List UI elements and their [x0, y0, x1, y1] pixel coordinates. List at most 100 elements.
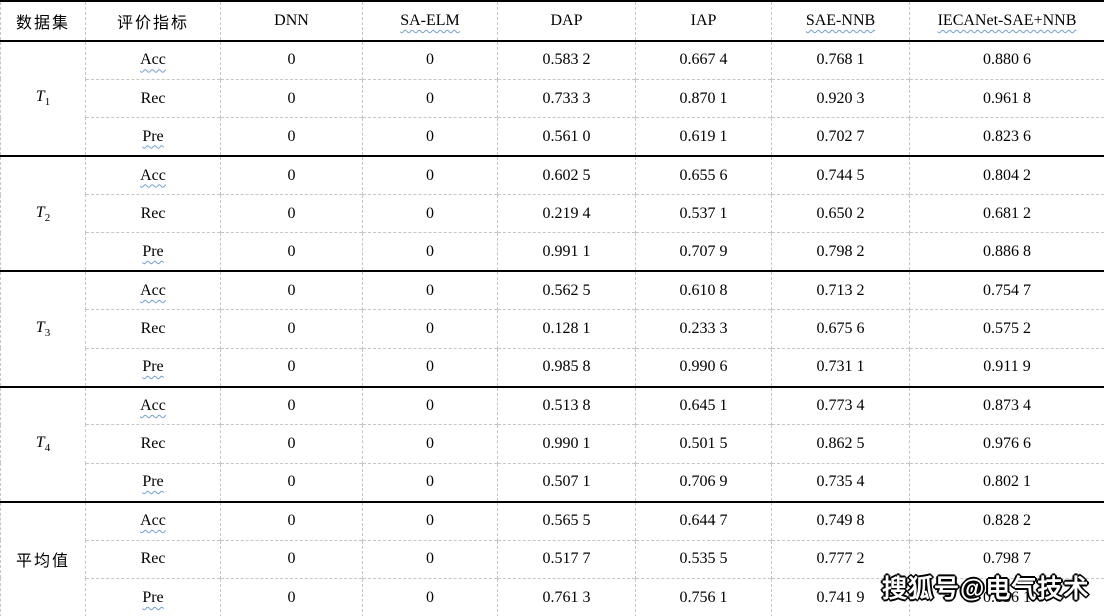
table-row: Pre 0 0 0.985 8 0.990 6 0.731 1 0.911 9: [1, 347, 1104, 387]
value-cell: 0: [220, 500, 363, 541]
value-cell: 0.702 7: [771, 117, 910, 157]
metric-label: Acc: [140, 51, 166, 69]
table-row: T1 Acc 0 0 0.583 2 0.667 4 0.768 1 0.880…: [0, 39, 1104, 157]
value-cell: 0.798 7: [909, 539, 1104, 579]
dataset-label: T: [35, 88, 45, 106]
value-cell: 0.976 6: [909, 424, 1104, 464]
metric-label: Acc: [140, 396, 166, 414]
metric-label: Acc: [140, 166, 166, 184]
metric-label: Acc: [140, 512, 166, 530]
value-cell: 0.991 1: [497, 232, 636, 272]
header-metric: 评价指标: [85, 0, 221, 42]
dataset-label: T: [35, 203, 45, 221]
value-cell: 0: [362, 39, 498, 80]
value-cell: 0.873 4: [909, 385, 1104, 425]
value-cell: 0: [362, 500, 498, 541]
value-cell: 0: [362, 577, 498, 616]
value-cell: 0.562 5: [497, 270, 636, 310]
value-cell: 0.886 8: [909, 232, 1104, 272]
value-cell: 0.535 5: [635, 539, 772, 579]
metric-label: Pre: [142, 358, 164, 376]
metric-label: Rec: [140, 435, 166, 453]
value-cell: 0: [362, 155, 498, 195]
metric-cell: Pre: [85, 577, 221, 616]
table-row: Pre 0 0 0.761 3 0.756 1 0.741 9 0.856 1: [1, 577, 1104, 616]
metric-cell: Rec: [85, 539, 221, 579]
value-cell: 0: [220, 232, 363, 272]
value-cell: 0.706 9: [635, 462, 772, 502]
value-cell: 0: [220, 539, 363, 579]
value-cell: 0: [220, 347, 363, 387]
value-cell: 0.733 3: [497, 78, 636, 118]
value-cell: 0: [220, 155, 363, 195]
table-row: Rec 0 0 0.733 3 0.870 1 0.920 3 0.961 8: [1, 78, 1104, 118]
dataset-label: T: [35, 318, 45, 336]
table-row: Rec 0 0 0.219 4 0.537 1 0.650 2 0.681 2: [1, 194, 1104, 233]
metric-cell: Pre: [85, 232, 221, 272]
value-cell: 0.802 1: [909, 462, 1104, 502]
table-row: Pre 0 0 0.991 1 0.707 9 0.798 2 0.886 8: [1, 232, 1104, 272]
value-cell: 0.749 8: [771, 500, 910, 541]
metric-cell: Acc: [85, 500, 221, 541]
value-cell: 0.985 8: [497, 347, 636, 387]
value-cell: 0.537 1: [635, 194, 772, 233]
value-cell: 0.575 2: [909, 309, 1104, 349]
value-cell: 0: [362, 424, 498, 464]
value-cell: 0.828 2: [909, 500, 1104, 541]
table-row: Rec 0 0 0.128 1 0.233 3 0.675 6 0.575 2: [1, 309, 1104, 349]
dataset-cell-average: 平均值: [0, 500, 86, 616]
value-cell: 0: [362, 462, 498, 502]
metric-label: Rec: [140, 550, 166, 568]
value-cell: 0.565 5: [497, 500, 636, 541]
header-sa-elm: SA-ELM: [362, 0, 498, 42]
header-iecanet-sae-nnb: IECANet-SAE+NNB: [909, 0, 1104, 42]
value-cell: 0.707 9: [635, 232, 772, 272]
value-cell: 0.501 5: [635, 424, 772, 464]
value-cell: 0: [220, 39, 363, 80]
table-row: Rec 0 0 0.517 7 0.535 5 0.777 2 0.798 7: [1, 539, 1104, 579]
dataset-subscript: 1: [44, 96, 51, 109]
value-cell: 0.602 5: [497, 155, 636, 195]
table-row: T3 Acc 0 0 0.562 5 0.610 8 0.713 2 0.754…: [0, 270, 1104, 387]
value-cell: 0.561 0: [497, 117, 636, 157]
value-cell: 0: [362, 309, 498, 349]
value-cell: 0.507 1: [497, 462, 636, 502]
table-row: Pre 0 0 0.507 1 0.706 9 0.735 4 0.802 1: [1, 462, 1104, 502]
header-sae-nnb: SAE-NNB: [771, 0, 910, 42]
value-cell: 0: [220, 194, 363, 233]
dataset-cell-t1: T1: [0, 39, 86, 157]
value-cell: 0.619 1: [635, 117, 772, 157]
value-cell: 0: [220, 309, 363, 349]
value-cell: 0.517 7: [497, 539, 636, 579]
value-cell: 0.773 4: [771, 385, 910, 425]
value-cell: 0: [220, 117, 363, 157]
value-cell: 0: [220, 577, 363, 616]
dataset-cell-t2: T2: [0, 155, 86, 272]
header-row: 数据集 评价指标 DNN SA-ELM DAP IAP SAE-NNB IECA…: [0, 0, 1104, 42]
metric-label: Pre: [142, 127, 164, 145]
value-cell: 0.735 4: [771, 462, 910, 502]
metric-label: Rec: [140, 319, 166, 337]
value-cell: 0.823 6: [909, 117, 1104, 157]
value-cell: 0.798 2: [771, 232, 910, 272]
value-cell: 0.870 1: [635, 78, 772, 118]
value-cell: 0: [220, 270, 363, 310]
value-cell: 0: [362, 385, 498, 425]
value-cell: 0.233 3: [635, 309, 772, 349]
value-cell: 0.768 1: [771, 39, 910, 80]
header-sae-nnb-label: SAE-NNB: [805, 12, 876, 29]
value-cell: 0.862 5: [771, 424, 910, 464]
metric-label: Rec: [140, 204, 166, 222]
value-cell: 0: [362, 539, 498, 579]
value-cell: 0.756 1: [635, 577, 772, 616]
value-cell: 0: [362, 78, 498, 118]
value-cell: 0.219 4: [497, 194, 636, 233]
value-cell: 0.761 3: [497, 577, 636, 616]
metric-cell: Acc: [85, 270, 221, 310]
value-cell: 0: [220, 462, 363, 502]
value-cell: 0.804 2: [909, 155, 1104, 195]
metric-label: Rec: [140, 89, 166, 107]
value-cell: 0.731 1: [771, 347, 910, 387]
value-cell: 0.990 6: [635, 347, 772, 387]
